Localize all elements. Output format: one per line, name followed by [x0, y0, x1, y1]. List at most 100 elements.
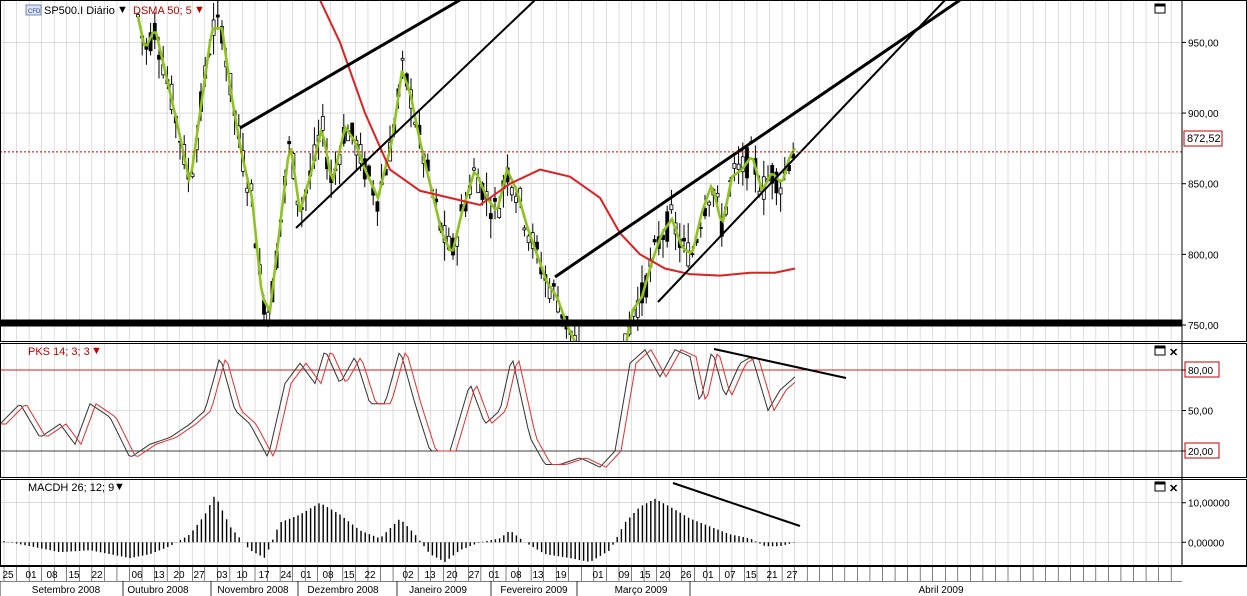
candle-body	[157, 54, 161, 60]
x-day-label: 01	[488, 570, 500, 581]
x-day-label: 17	[258, 570, 270, 581]
trend-line[interactable]	[554, 0, 961, 279]
symbol-dropdown-icon[interactable]: ▼	[117, 4, 128, 16]
candle-body	[715, 192, 720, 198]
macd-axis-label: 10,00000	[1188, 499, 1230, 510]
candle-body	[514, 195, 518, 203]
stoch-level-badge	[1184, 442, 1220, 459]
candle-body	[698, 227, 703, 229]
candle-body	[736, 163, 741, 171]
price-panel[interactable]	[0, 0, 1182, 427]
x-day-label: 26	[680, 570, 692, 581]
macd-maximize-icon[interactable]	[1154, 481, 1166, 492]
x-day-label: 15	[745, 570, 757, 581]
x-month-label: Outubro 2008	[127, 585, 189, 596]
candle-body	[509, 187, 514, 196]
x-day-label: 22	[364, 570, 376, 581]
candle-body	[623, 333, 628, 342]
x-day-label: 13	[424, 570, 436, 581]
x-day-label: 01	[592, 570, 604, 581]
trend-line[interactable]	[657, 0, 946, 303]
red-ma-line	[319, 0, 796, 277]
candle-body	[245, 187, 250, 193]
symbol-label[interactable]: SP500.I Diário	[44, 5, 115, 17]
stoch-level-badge	[1184, 361, 1220, 378]
x-day-label: 13	[153, 570, 165, 581]
x-day-label: 20	[173, 570, 185, 581]
stoch-k-line	[0, 348, 796, 468]
macd-indicator-label[interactable]: MACDH 26; 12; 9	[28, 482, 114, 494]
x-day-label: 27	[193, 570, 205, 581]
stochastic-panel[interactable]	[0, 348, 847, 468]
x-day-label: 01	[25, 570, 37, 581]
stoch-d-line	[0, 348, 796, 468]
x-day-label: 25	[2, 570, 14, 581]
x-day-label: 27	[468, 570, 480, 581]
last-value-label: 872,52	[1187, 133, 1221, 145]
x-month-label: Março 2009	[615, 585, 668, 596]
candle-body	[707, 201, 712, 206]
price-axis-label: 900,00	[1188, 109, 1219, 120]
dsma-indicator-label[interactable]: DSMA 50; 5	[133, 5, 192, 17]
x-day-label: 02	[402, 570, 414, 581]
x-month-label: Novembro 2008	[217, 585, 289, 596]
x-month-label: Janeiro 2009	[409, 585, 467, 596]
candle-body	[703, 208, 707, 217]
candle-body	[690, 253, 695, 256]
pks-dropdown-icon[interactable]: ▼	[91, 345, 102, 357]
macd-dropdown-icon[interactable]: ▼	[114, 481, 125, 493]
candle-body	[320, 116, 325, 131]
macd-close-icon[interactable]: ✕	[1169, 483, 1178, 495]
x-day-label: 08	[322, 570, 334, 581]
x-month-label: Setembro 2008	[32, 585, 101, 596]
candle-body	[488, 213, 493, 220]
x-month-label: Dezembro 2008	[307, 585, 379, 596]
stoch-divergence-line[interactable]	[713, 348, 847, 379]
price-axis-label: 850,00	[1188, 180, 1219, 191]
trend-line[interactable]	[295, 0, 536, 229]
x-day-label: 19	[555, 570, 567, 581]
x-day-label: 20	[446, 570, 458, 581]
candle-body	[497, 208, 502, 219]
x-day-label: 03	[216, 570, 228, 581]
green-ma-line	[136, 16, 797, 342]
x-day-label: 07	[724, 570, 736, 581]
trend-line[interactable]	[239, 0, 461, 130]
stoch-maximize-icon[interactable]	[1154, 345, 1166, 356]
x-day-label: 13	[532, 570, 544, 581]
macd-panel[interactable]	[3, 482, 801, 563]
price-axis-label: 950,00	[1188, 38, 1219, 49]
x-day-label: 08	[510, 570, 522, 581]
candle-body	[732, 162, 737, 169]
candle-body	[526, 235, 531, 244]
x-day-label: 06	[131, 570, 143, 581]
stoch-close-icon[interactable]: ✕	[1169, 347, 1178, 359]
candle-body	[375, 201, 380, 212]
x-day-label: 15	[639, 570, 651, 581]
pks-indicator-label[interactable]: PKS 14; 3; 3	[28, 346, 90, 358]
x-day-label: 15	[68, 570, 80, 581]
stoch-axis-label: 80,00	[1188, 366, 1213, 377]
candle-body	[652, 239, 657, 243]
cfd-badge	[25, 4, 42, 16]
x-day-label: 27	[786, 570, 798, 581]
cfd-badge-text: CFD	[28, 9, 41, 15]
price-axis-label: 750,00	[1188, 321, 1219, 332]
value-axes: 950,00 900,00 850,00 800,00 750,00 80,00 50,00…	[1182, 38, 1230, 549]
stoch-axis-label: 20,00	[1188, 447, 1213, 458]
candle-body	[400, 57, 405, 61]
x-day-label: 20	[659, 570, 671, 581]
x-axis-band	[0, 566, 1247, 596]
candle-body	[686, 242, 691, 267]
last-value-badge	[1183, 130, 1223, 147]
macd-axis-label: 0,00000	[1188, 538, 1225, 549]
candle-body	[493, 197, 497, 202]
dsma-dropdown-icon[interactable]: ▼	[194, 4, 205, 16]
x-day-label: 22	[91, 570, 103, 581]
x-day-label: 24	[280, 570, 292, 581]
x-day-label: 09	[618, 570, 630, 581]
macd-divergence-line[interactable]	[672, 482, 801, 527]
candle-body	[774, 171, 779, 194]
price-panel-maximize-icon[interactable]	[1154, 3, 1166, 14]
